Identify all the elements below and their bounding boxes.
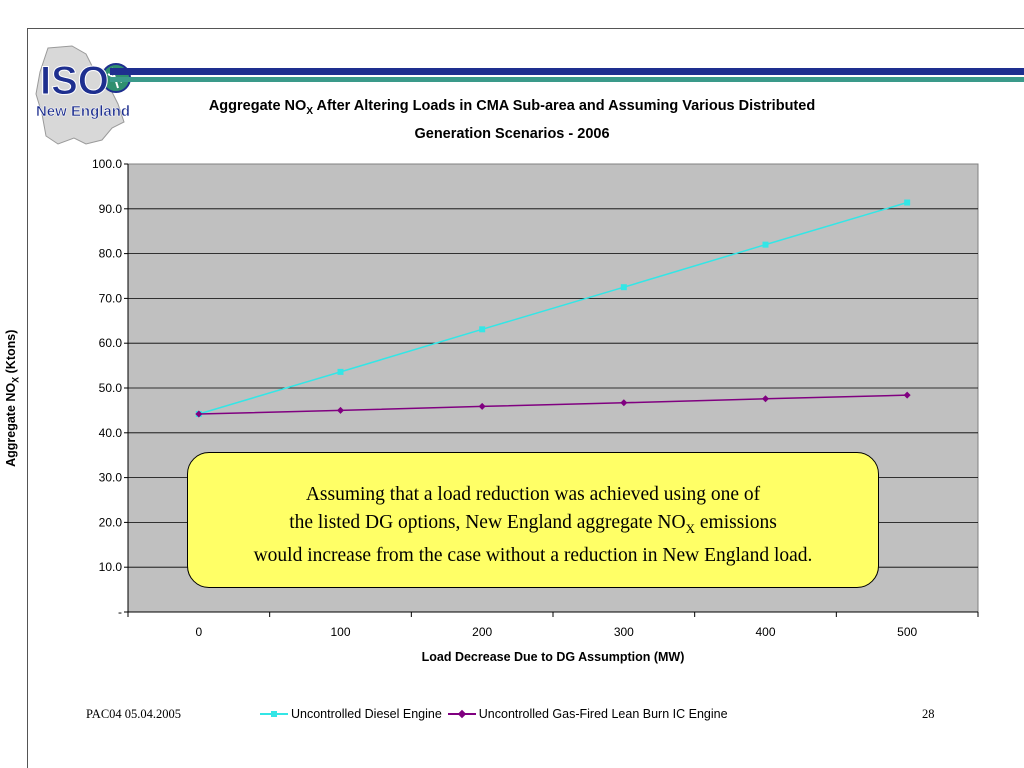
data-point-0-1	[337, 368, 344, 375]
axes	[124, 163, 979, 617]
legend-label-gas-fired: Uncontrolled Gas-Fired Lean Burn IC Engi…	[478, 707, 728, 721]
legend-item-gas-fired: Uncontrolled Gas-Fired Lean Burn IC Engi…	[447, 707, 728, 721]
page-number: 28	[922, 707, 935, 721]
data-point-0-3	[620, 284, 627, 291]
data-point-1-3	[620, 399, 628, 407]
x-tick-labels: 0 100 200 300 400 500	[195, 625, 917, 639]
y-tick-label: 100.0	[92, 157, 122, 171]
y-tick-label: 80.0	[99, 247, 123, 261]
data-point-1-0	[195, 410, 203, 418]
y-tick-label: -	[118, 605, 122, 619]
y-tick-label: 30.0	[99, 471, 123, 485]
x-tick-label: 100	[330, 625, 350, 639]
callout-line2-subscript: X	[685, 520, 695, 536]
legend-label-diesel: Uncontrolled Diesel Engine	[291, 707, 442, 721]
y-tick-label: 70.0	[99, 291, 123, 305]
data-point-1-5	[903, 391, 911, 399]
y-tick-label: 60.0	[99, 336, 123, 350]
callout-line2-prefix: the listed DG options, New England aggre…	[289, 511, 686, 533]
title-subscript: X	[306, 105, 313, 117]
iso-new-england-logo: ISO New England	[35, 45, 131, 145]
x-tick-label: 500	[897, 625, 917, 639]
callout-line1: Assuming that a load reduction was achie…	[305, 484, 761, 505]
header-bar-blue	[110, 68, 1024, 75]
logo-iso-text: ISO	[40, 59, 109, 103]
title-suffix: After Altering Loads in CMA Sub-area and…	[312, 98, 816, 114]
legend-swatch-gas-fired	[447, 708, 476, 720]
data-point-1-4	[762, 395, 769, 403]
x-tick-label: 300	[614, 625, 634, 639]
legend-swatch-diesel	[260, 708, 288, 720]
ylabel-subscript: X	[10, 376, 21, 383]
data-point-1-1	[337, 406, 344, 414]
series-line-0	[198, 201, 908, 415]
data-point-0-2	[479, 326, 486, 333]
data-point-1-2	[478, 402, 486, 410]
header-bar-teal	[110, 77, 1024, 82]
data-point-0-4	[762, 241, 769, 248]
chart-title: Aggregate NOX After Altering Loads in CM…	[140, 95, 884, 146]
y-tick-label: 40.0	[99, 426, 123, 440]
callout-line2-suffix: emissions	[695, 511, 777, 533]
title-line2: Generation Scenarios - 2006	[414, 125, 610, 142]
legend: Uncontrolled Diesel Engine Uncontrolled …	[260, 705, 734, 723]
ylabel-suffix: (Ktons)	[3, 329, 18, 377]
y-tick-label: 90.0	[99, 202, 123, 216]
x-axis-label: Load Decrease Due to DG Assumption (MW)	[421, 650, 685, 664]
y-axis-label: Aggregate NOX (Ktons)	[4, 288, 21, 508]
callout-line3: would increase from the case without a r…	[253, 544, 813, 566]
x-tick-label: 200	[472, 625, 492, 639]
new-england-map-shape	[35, 45, 125, 145]
series-line-1	[198, 394, 908, 415]
title-prefix: Aggregate NO	[208, 98, 307, 114]
legend-item-diesel: Uncontrolled Diesel Engine	[260, 707, 442, 721]
x-tick-label: 0	[195, 625, 202, 639]
y-tick-labels: - 10.0 20.0 30.0 40.0 50.0 60.0 70.0 80.0 90.0 100…	[92, 157, 122, 619]
data-point-0-5	[904, 199, 911, 206]
ylabel-prefix: Aggregate NO	[3, 382, 18, 467]
y-tick-label: 20.0	[99, 515, 123, 529]
header-bars	[110, 68, 1024, 88]
callout-line2: the listed DG options, New England aggre…	[188, 509, 878, 542]
footer-date: PAC04 05.04.2005	[86, 707, 182, 721]
slide-frame	[27, 28, 1024, 768]
y-tick-label: 10.0	[99, 560, 123, 574]
y-tick-label: 50.0	[99, 381, 123, 395]
series-group	[195, 199, 911, 418]
logo-new-england-text: New England	[36, 103, 130, 120]
callout-box: Assuming that a load reduction was achie…	[187, 452, 879, 588]
x-tick-label: 400	[755, 625, 775, 639]
